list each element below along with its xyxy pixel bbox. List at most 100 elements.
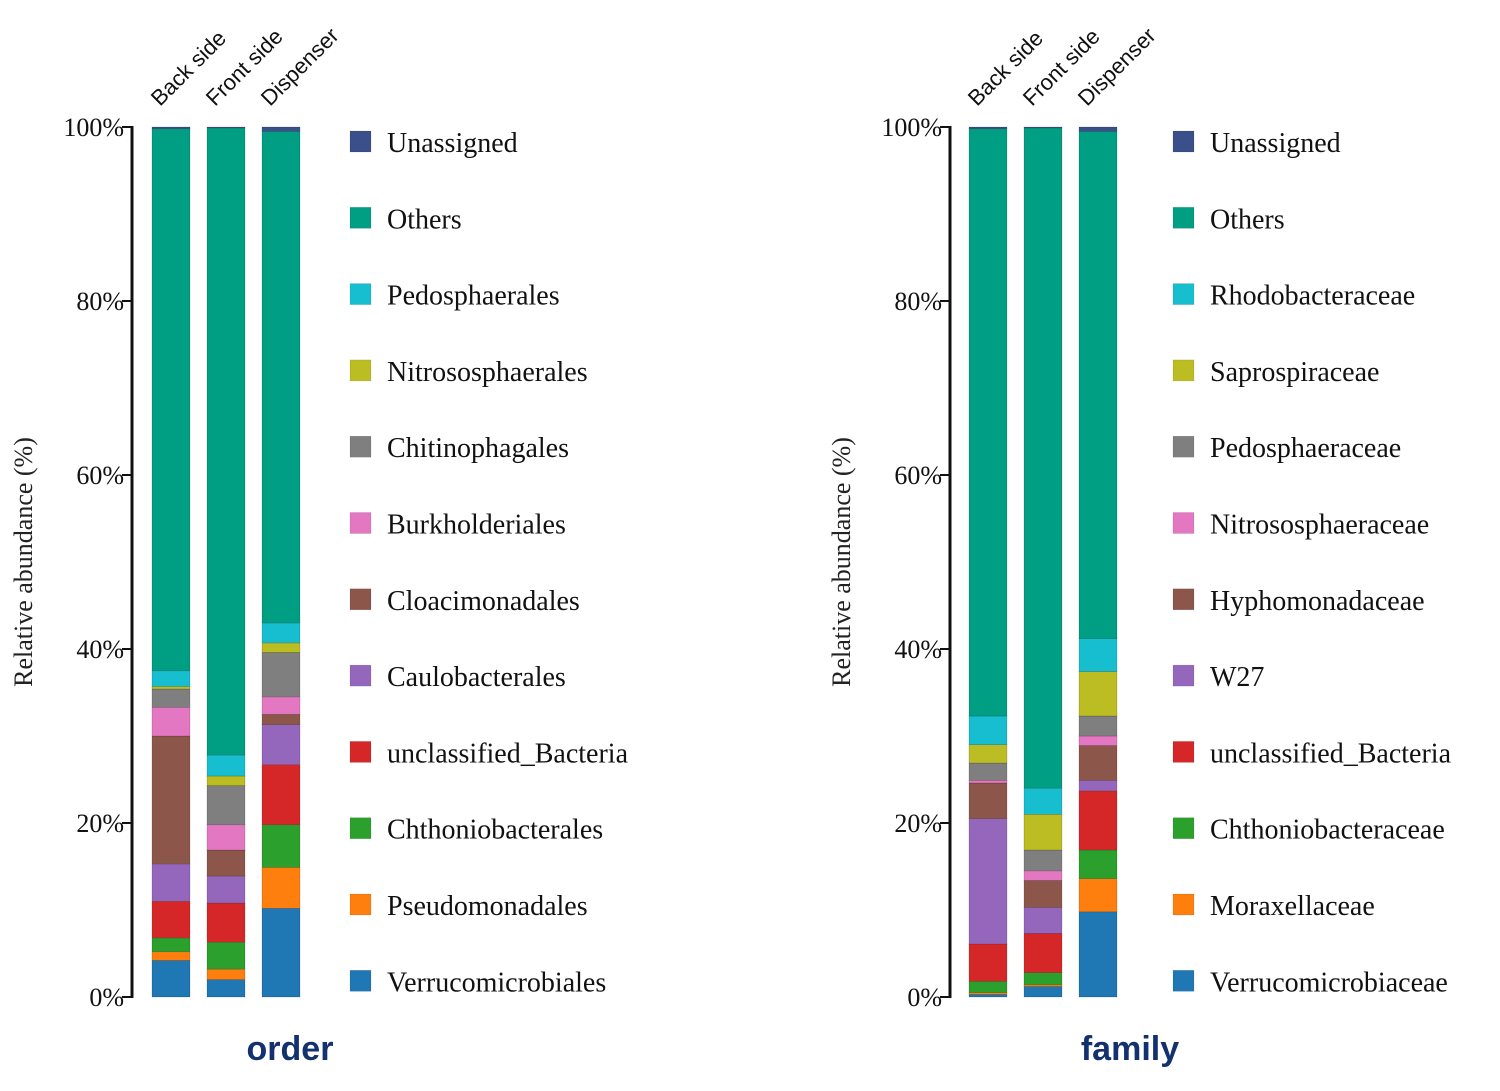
legend-swatch [1172, 588, 1195, 611]
legend-swatch [349, 512, 372, 534]
bar-segment-nitrososphaeraceae [1023, 870, 1063, 881]
y-tick-label: 80% [894, 287, 942, 316]
legend-label: Caulobacterales [387, 662, 566, 693]
y-tick-label: 40% [894, 635, 942, 664]
legend-label: Chthoniobacterales [387, 815, 603, 846]
bar-segment-pedosphaerales [151, 670, 191, 687]
bar-segment-verrucomicrobiaceae [1023, 986, 1063, 998]
legend: Unassigned Others Pedosphaerales Nitrososph… [349, 128, 629, 998]
legend-item-verrucomicrobiaceae: Verrucomicrobiaceae [1172, 967, 1448, 998]
legend-item-pedosphaerales: Pedosphaerales [349, 281, 560, 312]
legend-swatch [349, 741, 372, 763]
bar-segment-unclassified-bacteria [1023, 933, 1063, 973]
bar-segment-nitrososphaeraceae [1078, 735, 1118, 746]
legend-swatch [349, 893, 372, 916]
legend-label: Burkholderiales [387, 510, 566, 541]
legend-swatch [1172, 664, 1195, 687]
bar-segment-unassigned [1078, 126, 1118, 132]
bar-segment-pedosphaeraceae [968, 762, 1008, 781]
legend-item-w27: W27 [1172, 662, 1264, 693]
bar-segment-caulobacterales [206, 875, 246, 904]
bar-segment-unclassified-bacteria [261, 764, 301, 826]
bar-segment-caulobacterales [151, 863, 191, 902]
bar-stack-dispenser [261, 126, 301, 998]
bar-segment-rhodobacteraceae [968, 715, 1008, 745]
bar-segment-nitrososphaerales [206, 775, 246, 786]
legend-swatch [1172, 969, 1195, 992]
bar-segment-w27 [968, 818, 1008, 945]
bar-segment-others [261, 131, 301, 624]
bar-segment-pedosphaeraceae [1078, 715, 1118, 737]
bar-segment-unassigned [151, 126, 191, 130]
legend-item-chitinophagales: Chitinophagales [349, 433, 569, 464]
y-tick-label: 20% [894, 809, 942, 838]
legend-label: Nitrososphaerales [387, 357, 588, 388]
panel-title: family [1081, 1030, 1179, 1068]
bar-segment-others [151, 128, 191, 672]
bar-segment-chthoniobacteraceae [968, 981, 1008, 993]
legend-label: Cloacimonadales [387, 586, 580, 617]
bar-segment-pedosphaeraceae [1023, 849, 1063, 872]
bar-segment-chitinophagales [151, 688, 191, 708]
bar-segment-hyphomonadaceae [968, 782, 1008, 819]
bar-segment-others [1078, 131, 1118, 639]
bar-segment-hyphomonadaceae [1023, 880, 1063, 908]
bar-segment-verrucomicrobiaceae [968, 994, 1008, 998]
panel-title: order [247, 1030, 334, 1068]
bar-segment-cloacimonadales [206, 849, 246, 877]
legend-label: Nitrososphaeraceae [1210, 510, 1429, 541]
bar-stack-back-side [151, 126, 191, 998]
legend-label: Unassigned [1210, 128, 1341, 159]
y-tick-label: 0% [907, 983, 942, 1012]
legend-swatch [1172, 130, 1195, 153]
legend-item-cloacimonadales: Cloacimonadales [349, 586, 580, 617]
bar-segment-w27 [1078, 780, 1118, 792]
bar-segment-pseudomonadales [206, 968, 246, 980]
y-tick-label: 0% [89, 983, 124, 1012]
y-axis-title: Relative abundance (%) [827, 437, 856, 687]
bar-stack-front-side [206, 126, 246, 998]
bar-stack-back-side [968, 126, 1008, 998]
bar-segment-saprospiraceae [1023, 813, 1063, 851]
bar-segment-others [1023, 127, 1063, 789]
bar-segment-verrucomicrobiales [206, 979, 246, 998]
legend-swatch [1172, 207, 1195, 229]
legend-item-nitrososphaerales: Nitrososphaerales [349, 357, 588, 388]
legend-swatch [349, 817, 372, 840]
legend-swatch [1172, 817, 1195, 840]
legend-label: Saprospiraceae [1210, 357, 1379, 388]
legend-item-unassigned: Unassigned [349, 128, 518, 159]
legend-swatch [349, 969, 372, 992]
legend-label: Rhodobacteraceae [1210, 281, 1415, 312]
legend: Unassigned Others Rhodobacteraceae Saprospi… [1172, 128, 1452, 998]
legend-label: W27 [1210, 662, 1264, 693]
legend-item-caulobacterales: Caulobacterales [349, 662, 566, 693]
bar-segment-rhodobacteraceae [1023, 787, 1063, 815]
legend-label: Unassigned [387, 128, 518, 159]
legend-label: Moraxellaceae [1210, 891, 1375, 922]
bar-segment-nitrososphaeraceae [968, 780, 1008, 784]
bar-segment-unclassified-bacteria [151, 900, 191, 939]
y-tick-label: 60% [894, 461, 942, 490]
legend-item-unclassified-bacteria: unclassified_Bacteria [349, 738, 629, 769]
bar-segment-pseudomonadales [261, 867, 301, 909]
bar-segment-chthoniobacterales [261, 824, 301, 868]
legend-item-unclassified-bacteria: unclassified_Bacteria [1172, 738, 1452, 769]
bar-segment-verrucomicrobiaceae [1078, 911, 1118, 998]
legend-item-unassigned: Unassigned [1172, 128, 1341, 159]
bar-segment-burkholderiales [151, 706, 191, 737]
legend-swatch [1172, 435, 1195, 458]
legend-swatch [349, 130, 372, 153]
legend-item-burkholderiales: Burkholderiales [349, 510, 566, 541]
bar-segment-others [968, 128, 1008, 717]
bar-segment-verrucomicrobiales [261, 907, 301, 998]
legend-item-others: Others [349, 204, 462, 235]
bar-segment-saprospiraceae [1078, 671, 1118, 717]
bar-segment-burkholderiales [206, 824, 246, 851]
legend-label: Verrucomicrobiaceae [1210, 967, 1448, 998]
legend-swatch [349, 664, 372, 687]
y-tick-label: 20% [76, 809, 124, 838]
bar-segment-pseudomonadales [151, 951, 191, 961]
bar-segment-nitrososphaerales [261, 642, 301, 653]
